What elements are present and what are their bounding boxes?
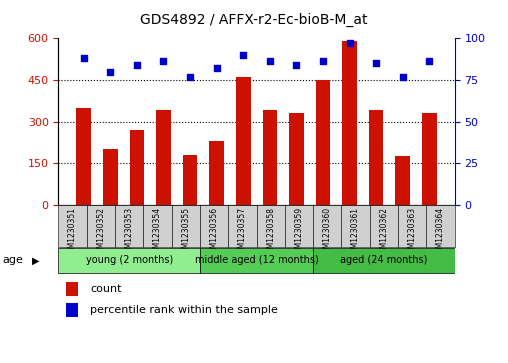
Bar xyxy=(422,113,437,205)
Text: GSM1230363: GSM1230363 xyxy=(408,207,417,258)
Text: ▶: ▶ xyxy=(31,256,39,265)
Point xyxy=(425,58,433,64)
Bar xyxy=(285,205,313,247)
Bar xyxy=(58,248,200,273)
Point xyxy=(292,62,300,68)
Bar xyxy=(398,205,426,247)
Bar xyxy=(172,205,200,247)
Point xyxy=(345,40,354,46)
Point xyxy=(319,58,327,64)
Bar xyxy=(315,80,330,205)
Bar xyxy=(156,110,171,205)
Point xyxy=(399,74,407,79)
Bar xyxy=(103,150,118,205)
Bar xyxy=(263,110,277,205)
Bar xyxy=(67,282,78,296)
Text: GSM1230360: GSM1230360 xyxy=(323,207,332,258)
Point xyxy=(372,60,380,66)
Text: GSM1230353: GSM1230353 xyxy=(124,207,134,258)
Bar xyxy=(200,205,228,247)
Bar xyxy=(341,205,370,247)
Bar xyxy=(228,205,257,247)
Text: GSM1230352: GSM1230352 xyxy=(97,207,105,258)
Text: aged (24 months): aged (24 months) xyxy=(340,255,428,265)
Text: GSM1230354: GSM1230354 xyxy=(153,207,162,258)
Point xyxy=(266,58,274,64)
Bar xyxy=(395,156,410,205)
Point xyxy=(133,62,141,68)
Bar xyxy=(115,205,143,247)
Text: GSM1230359: GSM1230359 xyxy=(295,207,303,258)
Bar xyxy=(67,303,78,317)
Bar xyxy=(58,205,87,247)
Text: young (2 months): young (2 months) xyxy=(85,255,173,265)
Text: GSM1230357: GSM1230357 xyxy=(238,207,247,258)
Text: count: count xyxy=(90,284,121,294)
Bar xyxy=(183,155,198,205)
Bar xyxy=(313,248,455,273)
Bar xyxy=(370,205,398,247)
Text: GSM1230355: GSM1230355 xyxy=(181,207,190,258)
Bar xyxy=(257,205,285,247)
Bar xyxy=(76,108,91,205)
Bar xyxy=(130,130,144,205)
Point xyxy=(106,69,114,74)
Text: percentile rank within the sample: percentile rank within the sample xyxy=(90,305,278,315)
Bar xyxy=(143,205,172,247)
Text: middle aged (12 months): middle aged (12 months) xyxy=(195,255,319,265)
Bar xyxy=(313,205,341,247)
Point xyxy=(160,58,168,64)
Text: GSM1230364: GSM1230364 xyxy=(436,207,445,258)
Text: GDS4892 / AFFX-r2-Ec-bioB-M_at: GDS4892 / AFFX-r2-Ec-bioB-M_at xyxy=(140,13,368,27)
Text: GSM1230356: GSM1230356 xyxy=(210,207,218,258)
Bar xyxy=(200,248,313,273)
Text: GSM1230362: GSM1230362 xyxy=(379,207,389,258)
Bar xyxy=(342,41,357,205)
Point xyxy=(213,65,221,71)
Point xyxy=(80,55,88,61)
Bar xyxy=(369,110,384,205)
Bar xyxy=(236,77,250,205)
Text: GSM1230351: GSM1230351 xyxy=(68,207,77,258)
Bar xyxy=(426,205,455,247)
Text: age: age xyxy=(3,256,23,265)
Bar xyxy=(87,205,115,247)
Bar xyxy=(209,141,224,205)
Text: GSM1230361: GSM1230361 xyxy=(351,207,360,258)
Point xyxy=(186,74,194,79)
Point xyxy=(239,52,247,58)
Text: GSM1230358: GSM1230358 xyxy=(266,207,275,258)
Bar xyxy=(289,113,304,205)
